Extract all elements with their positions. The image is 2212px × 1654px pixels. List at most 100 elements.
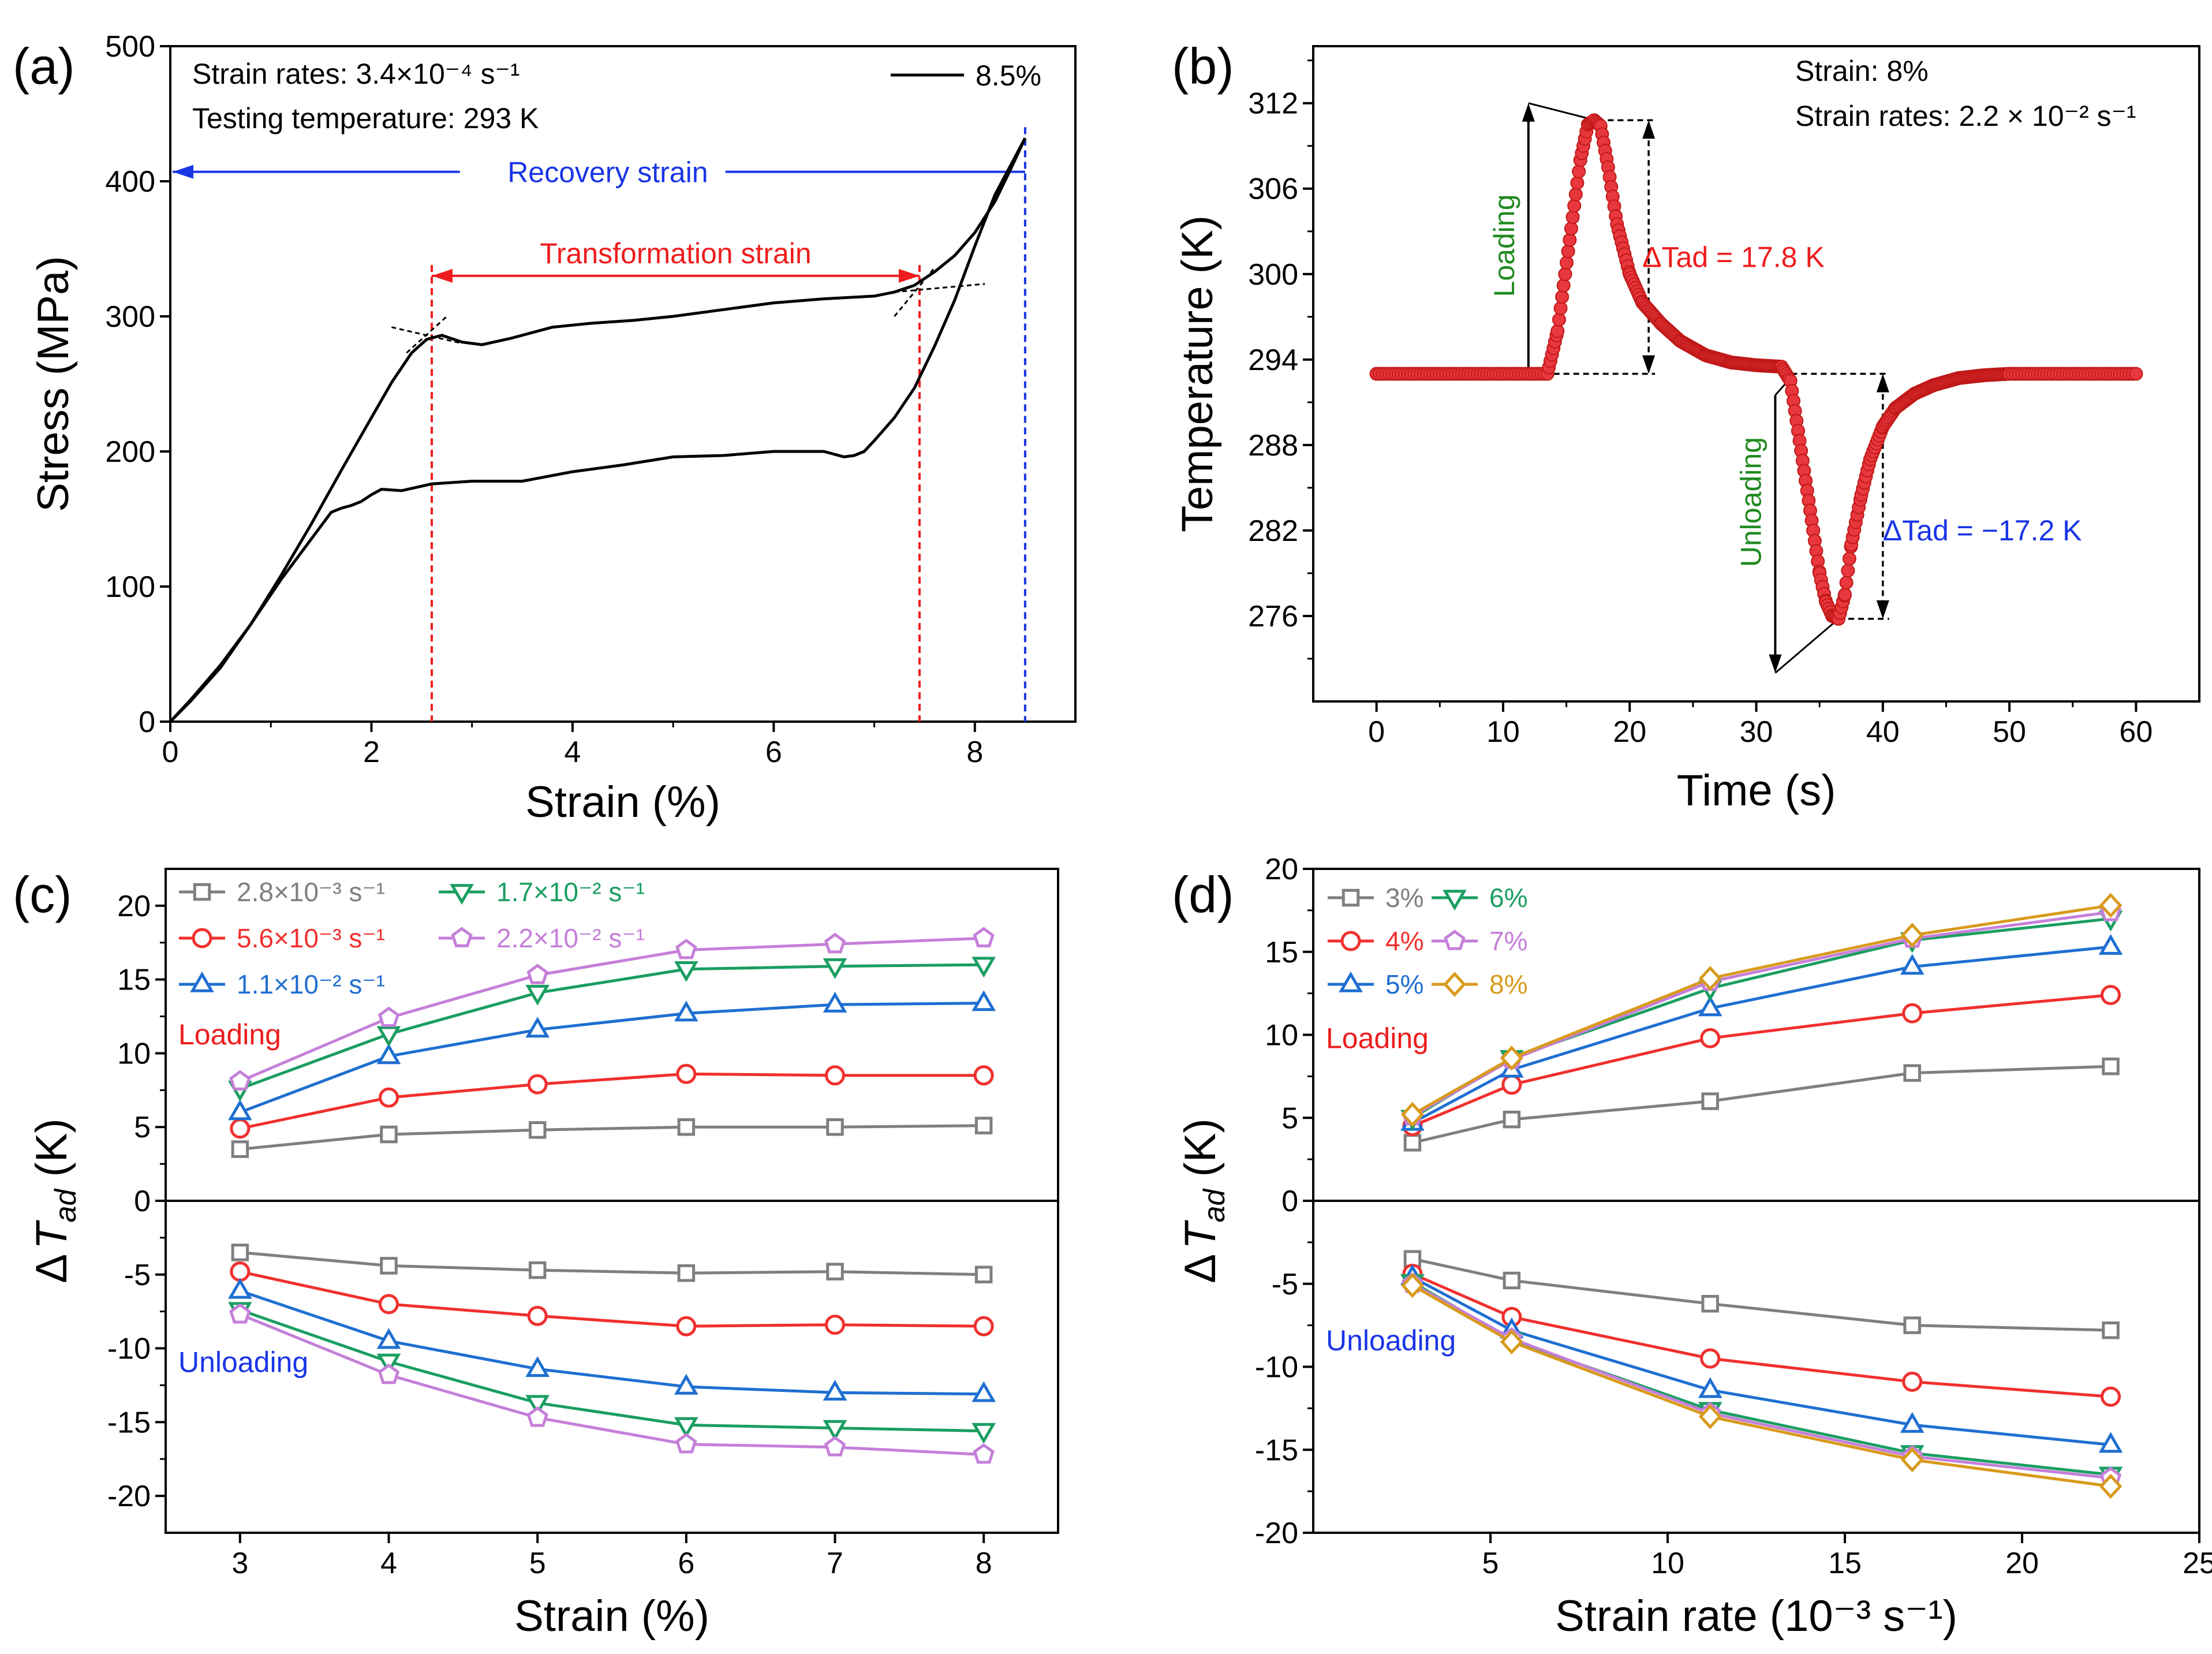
loading-point [972, 957, 996, 978]
unloading-leader-bottom [1774, 618, 1840, 674]
loading-point [973, 927, 995, 947]
recovery-label-bg [459, 145, 726, 192]
unloading-point [2098, 1432, 2123, 1453]
y-tick-label: 5 [1281, 1102, 1298, 1135]
loading-point [525, 1017, 550, 1038]
temperature-point [1556, 278, 1571, 293]
loading-point [1500, 1046, 1523, 1071]
legend-marker [1340, 931, 1361, 951]
unloading-arrow-head [1769, 654, 1782, 673]
y-tick-label: 276 [1248, 600, 1298, 633]
temperature-point [1568, 187, 1583, 201]
y-tick-label: 0 [139, 705, 155, 739]
temperature-point [1839, 576, 1854, 590]
temperature-point [1563, 233, 1577, 247]
unloading-point [972, 1381, 996, 1402]
x-tick-label: 60 [2119, 715, 2153, 749]
temperature-point [1553, 301, 1568, 315]
panel-label: (c) [13, 866, 72, 923]
loading-line [239, 1002, 984, 1114]
loading-point [677, 1118, 696, 1136]
loading-point [378, 1006, 400, 1027]
y-axis-label: ΔTad (K) [27, 1118, 83, 1283]
loading-point [1501, 1074, 1522, 1095]
series-2.8×10⁻³ s⁻¹ [231, 1117, 993, 1284]
legend-marker [1444, 929, 1466, 950]
legend-label: 5.6×10⁻³ s⁻¹ [237, 923, 385, 953]
unloading-point [1701, 1295, 1719, 1313]
loading-line [239, 963, 984, 1091]
panel-label: (a) [13, 38, 75, 95]
unloading-point [676, 1316, 697, 1336]
loading-point [379, 1087, 399, 1108]
legend-label: 1.7×10⁻² s⁻¹ [496, 877, 645, 907]
transformation-arrow-head-left [431, 268, 453, 283]
series-8% [1401, 893, 2123, 1499]
x-tick-label: 50 [1993, 715, 2026, 749]
unloading-point [2102, 1321, 2120, 1339]
unloading-point [823, 1420, 847, 1441]
loading-point [823, 958, 847, 979]
transformation-label: Transformation strain [540, 237, 812, 270]
tangent-line [894, 283, 985, 293]
recovery-label: Recovery strain [507, 156, 708, 189]
legend-marker [1443, 972, 1466, 997]
unloading-line [239, 1313, 984, 1457]
y-axis-label: ΔTad (K) [1176, 1118, 1231, 1283]
ad-subscript: ad [1198, 1188, 1231, 1223]
temperature-point [2129, 367, 2143, 381]
note-strain: Strain: 8% [1795, 55, 1929, 87]
y-tick-label: 288 [1248, 429, 1298, 462]
loading-point [1900, 954, 1925, 975]
y-tick-label: -5 [1272, 1268, 1298, 1301]
dt-load-label: ΔTad = 17.8 K [1642, 241, 1825, 273]
legend-label: 5% [1385, 969, 1423, 999]
unloading-point [1698, 1404, 1722, 1429]
unloading-point [526, 1406, 548, 1427]
loading-point [2099, 893, 2123, 918]
panel-label: (b) [1172, 38, 1234, 95]
x-axis-label: Strain rate (10⁻³ s⁻¹) [1555, 1592, 1957, 1641]
loading-point [2102, 1057, 2120, 1076]
temperature-point [1550, 324, 1565, 338]
y-tick-label: 294 [1248, 344, 1298, 377]
panel-label: (d) [1172, 866, 1234, 923]
legend-marker [192, 928, 212, 949]
temperature-point [1565, 210, 1580, 225]
legend-label: 4% [1385, 926, 1423, 956]
unloading-point [825, 1315, 845, 1335]
y-tick-label: 312 [1248, 87, 1298, 121]
temperature-point [1560, 256, 1574, 270]
unloading-point [1503, 1271, 1521, 1290]
x-axis-label: Time (s) [1677, 766, 1836, 815]
legend-label: 7% [1489, 926, 1527, 956]
loading-point [1700, 1028, 1721, 1048]
dt-load-head-top [1642, 120, 1656, 139]
loading-arrow-head [1522, 103, 1535, 122]
y-tick-label: 300 [105, 300, 155, 334]
legend-label: 3% [1385, 883, 1423, 913]
unit: (K) [1176, 1118, 1225, 1189]
legend-label: 1.1×10⁻² s⁻¹ [237, 969, 385, 999]
tangent-line [391, 326, 462, 345]
y-tick-label: 500 [105, 30, 155, 64]
y-tick-label: 400 [105, 165, 155, 199]
unloading-point [1401, 1272, 1424, 1298]
loading-region-label: Loading [178, 1018, 281, 1051]
unloading-line [240, 1250, 984, 1276]
loading-point [229, 1070, 251, 1091]
loading-region-label: Loading [1326, 1022, 1429, 1055]
unloading-point [2099, 1473, 2123, 1499]
loading-point [823, 991, 847, 1013]
dt-load-head-bottom [1642, 355, 1656, 374]
x-tick-label: 8 [966, 735, 983, 769]
x-tick-label: 2 [363, 735, 380, 769]
unloading-line [240, 1289, 984, 1396]
unloading-point [1500, 1329, 1523, 1355]
loading-point [675, 939, 697, 959]
legend-marker [1443, 890, 1467, 911]
loading-point [1902, 1003, 1923, 1024]
delta-symbol: Δ [27, 1254, 76, 1283]
loading-point [674, 1000, 698, 1022]
temperature-point [1572, 165, 1586, 179]
